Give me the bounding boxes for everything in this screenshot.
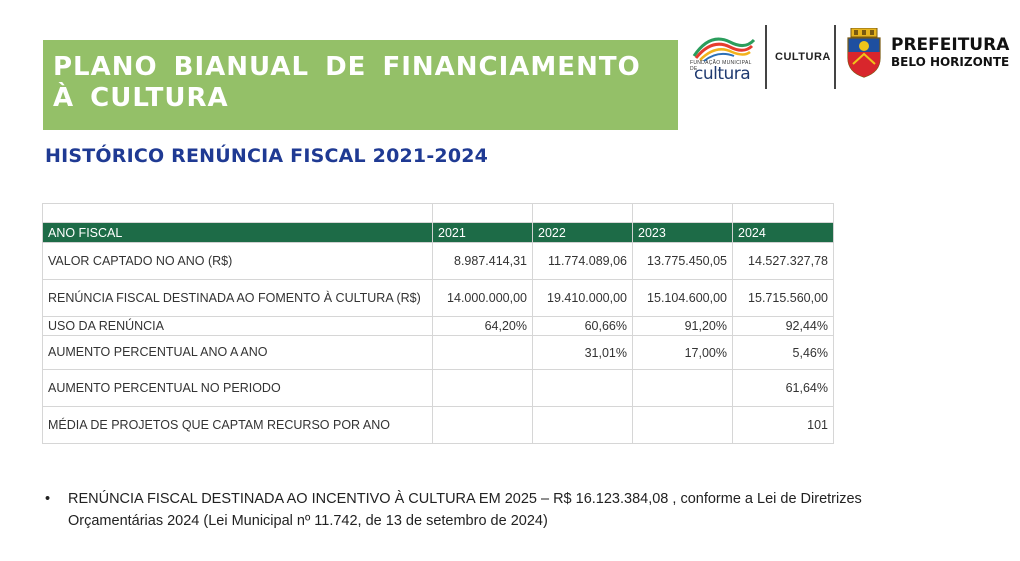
page-title: PLANO BIANUAL DE FINANCIAMENTO À CULTURA <box>53 52 641 113</box>
row-label: USO DA RENÚNCIA <box>42 316 433 336</box>
row-label: MÉDIA DE PROJETOS QUE CAPTAM RECURSO POR… <box>42 406 433 444</box>
title-banner: PLANO BIANUAL DE FINANCIAMENTO À CULTURA <box>43 40 678 130</box>
table-cell: 19.410.000,00 <box>532 279 633 317</box>
fundacao-swoosh-icon <box>692 37 756 62</box>
renuncia-fiscal-table: ANO FISCAL 2021 2022 2023 2024 VALOR CAP… <box>42 203 834 444</box>
table-cell: 15.104.600,00 <box>632 279 733 317</box>
table-row: USO DA RENÚNCIA 64,20% 60,66% 91,20% 92,… <box>42 316 834 336</box>
logo-divider <box>834 25 836 89</box>
table-cell <box>432 406 533 444</box>
column-header: 2023 <box>632 222 733 243</box>
table-cell: 15.715.560,00 <box>732 279 834 317</box>
fundacao-cultura-logo: FUNDAÇÃO MUNICIPAL DE cultura <box>690 30 758 84</box>
prefeitura-logo-text: PREFEITURA BELO HORIZONTE <box>891 36 1009 70</box>
fundacao-big-text: cultura <box>694 64 751 84</box>
table-cell <box>632 369 733 407</box>
bullet-icon: • <box>45 491 51 507</box>
table-cell: 64,20% <box>432 316 533 336</box>
column-header: ANO FISCAL <box>42 222 433 243</box>
table-cell <box>632 406 733 444</box>
row-label: RENÚNCIA FISCAL DESTINADA AO FOMENTO À C… <box>42 279 433 317</box>
table-cell: 92,44% <box>732 316 834 336</box>
table-cell: 91,20% <box>632 316 733 336</box>
note-bullet-item: • RENÚNCIA FISCAL DESTINADA AO INCENTIVO… <box>45 488 905 532</box>
logo-divider <box>765 25 767 89</box>
prefeitura-city: BELO HORIZONTE <box>891 55 1010 69</box>
table-cell <box>432 369 533 407</box>
table-cell: 14.527.327,78 <box>732 242 834 280</box>
table-row: AUMENTO PERCENTUAL NO PERIODO 61,64% <box>42 369 834 407</box>
table-cell <box>432 335 533 370</box>
table-cell: 5,46% <box>732 335 834 370</box>
table-cell: 31,01% <box>532 335 633 370</box>
row-label: AUMENTO PERCENTUAL ANO A ANO <box>42 335 433 370</box>
row-label: VALOR CAPTADO NO ANO (R$) <box>42 242 433 280</box>
table-row: RENÚNCIA FISCAL DESTINADA AO FOMENTO À C… <box>42 279 834 317</box>
table-spacer-row <box>42 203 834 223</box>
table-cell: 61,64% <box>732 369 834 407</box>
note-text: RENÚNCIA FISCAL DESTINADA AO INCENTIVO À… <box>68 491 862 529</box>
table-cell: 13.775.450,05 <box>632 242 733 280</box>
table-row: MÉDIA DE PROJETOS QUE CAPTAM RECURSO POR… <box>42 406 834 444</box>
column-header: 2021 <box>432 222 533 243</box>
table-cell <box>532 406 633 444</box>
column-header: 2024 <box>732 222 834 243</box>
table-cell: 11.774.089,06 <box>532 242 633 280</box>
table-cell: 14.000.000,00 <box>432 279 533 317</box>
belo-horizonte-crest-icon <box>845 27 883 78</box>
table-cell: 101 <box>732 406 834 444</box>
table-cell: 60,66% <box>532 316 633 336</box>
fundacao-small-text: FUNDAÇÃO MUNICIPAL DE <box>690 60 752 72</box>
section-subtitle: HISTÓRICO RENÚNCIA FISCAL 2021-2024 <box>45 145 489 167</box>
row-label: AUMENTO PERCENTUAL NO PERIODO <box>42 369 433 407</box>
table-row: AUMENTO PERCENTUAL ANO A ANO 31,01% 17,0… <box>42 335 834 370</box>
table-cell: 17,00% <box>632 335 733 370</box>
column-header: 2022 <box>532 222 633 243</box>
table-header-row: ANO FISCAL 2021 2022 2023 2024 <box>42 222 834 243</box>
table-cell <box>532 369 633 407</box>
prefeitura-title: PREFEITURA <box>891 35 1010 55</box>
table-row: VALOR CAPTADO NO ANO (R$) 8.987.414,31 1… <box>42 242 834 280</box>
cultura-label: CULTURA <box>775 51 831 63</box>
table-cell: 8.987.414,31 <box>432 242 533 280</box>
